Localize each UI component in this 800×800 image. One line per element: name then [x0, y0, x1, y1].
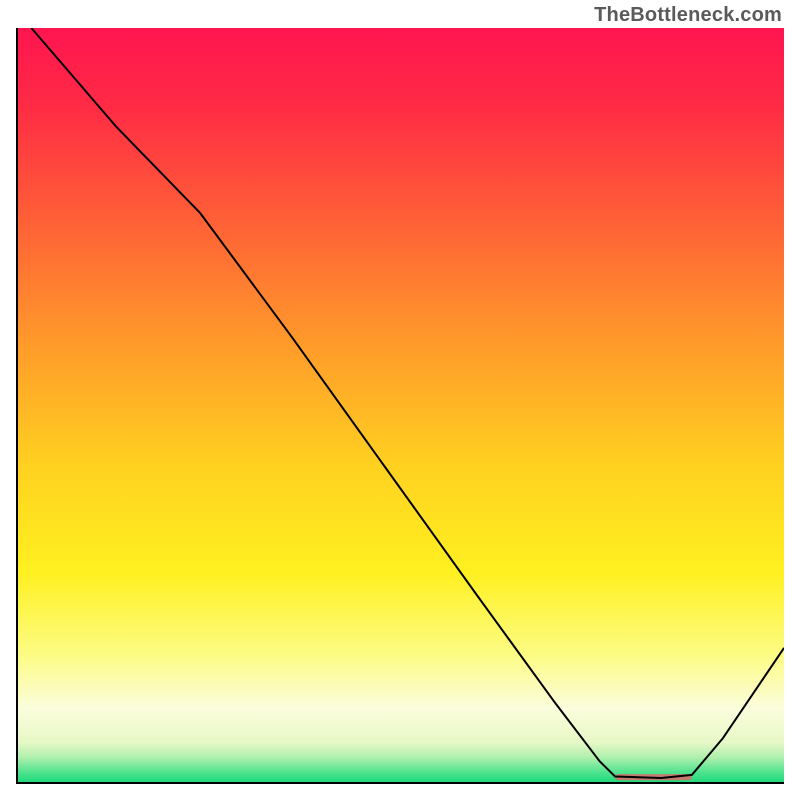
x-axis [16, 782, 784, 784]
chart-svg [16, 28, 784, 784]
y-axis [16, 28, 18, 784]
watermark-text: TheBottleneck.com [594, 4, 782, 27]
chart-container [16, 28, 784, 784]
